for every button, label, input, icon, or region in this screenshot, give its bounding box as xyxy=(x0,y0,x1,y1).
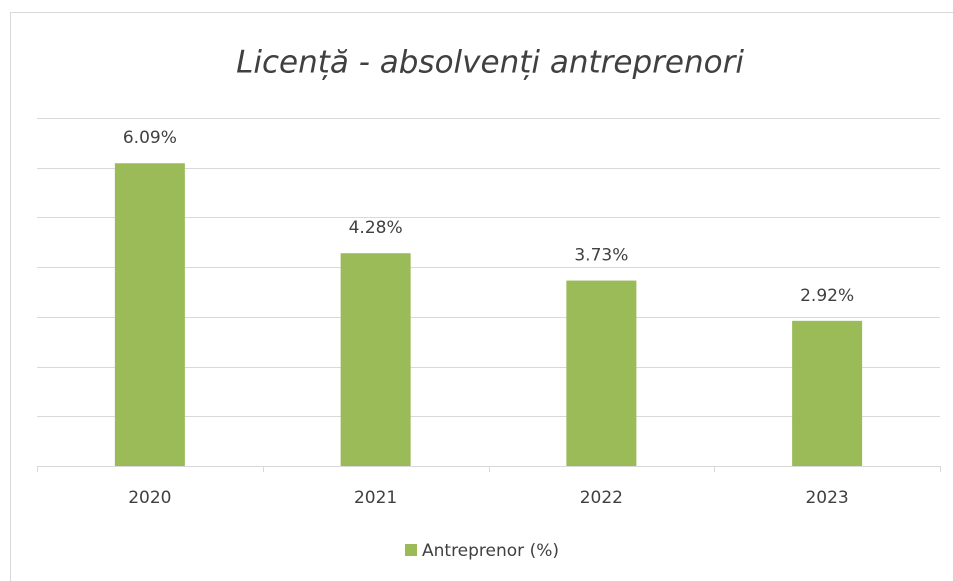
bar xyxy=(566,280,637,466)
data-label: 2.92% xyxy=(800,286,854,306)
x-tick-label: 2021 xyxy=(354,488,397,508)
x-tick-label: 2022 xyxy=(580,488,623,508)
data-label: 4.28% xyxy=(349,218,403,238)
data-label: 6.09% xyxy=(123,128,177,148)
legend-label: Antreprenor (%) xyxy=(422,541,559,561)
x-tick-label: 2020 xyxy=(128,488,171,508)
chart-title: Licență - absolvenți antreprenori xyxy=(236,45,744,81)
bar xyxy=(340,253,411,466)
x-tick-label: 2023 xyxy=(805,488,848,508)
bar xyxy=(114,163,185,467)
legend-swatch xyxy=(405,544,417,556)
bar xyxy=(792,320,863,466)
data-label: 3.73% xyxy=(574,246,628,266)
